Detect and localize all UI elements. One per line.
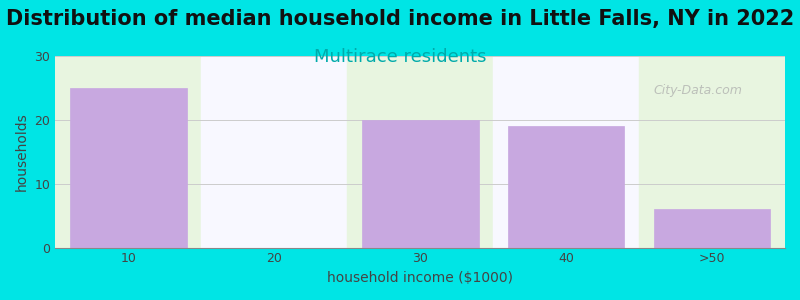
Text: Multirace residents: Multirace residents xyxy=(314,48,486,66)
Text: Distribution of median household income in Little Falls, NY in 2022: Distribution of median household income … xyxy=(6,9,794,29)
Bar xyxy=(508,126,625,248)
X-axis label: household income ($1000): household income ($1000) xyxy=(327,271,513,285)
Bar xyxy=(347,56,493,247)
Bar xyxy=(202,56,347,247)
Bar xyxy=(493,56,639,247)
Bar xyxy=(639,56,785,247)
Bar xyxy=(70,88,186,248)
Bar xyxy=(55,56,202,247)
Bar xyxy=(654,209,770,247)
Text: City-Data.com: City-Data.com xyxy=(654,84,742,97)
Y-axis label: households: households xyxy=(15,112,29,191)
Bar xyxy=(362,120,478,248)
